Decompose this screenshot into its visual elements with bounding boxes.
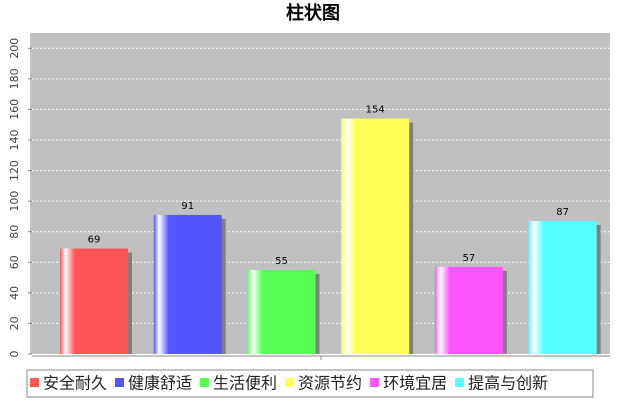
y-tick-label: 120 bbox=[8, 160, 21, 181]
legend-label: 环境宜居 bbox=[383, 374, 447, 393]
chart-title: 柱状图 bbox=[286, 2, 340, 24]
y-tick-label: 0 bbox=[8, 351, 21, 358]
value-label: 87 bbox=[556, 207, 569, 218]
value-label: 69 bbox=[88, 235, 101, 246]
value-label: 91 bbox=[181, 201, 194, 212]
y-tick-label: 180 bbox=[8, 68, 21, 89]
legend-swatch bbox=[370, 378, 380, 387]
y-tick-label: 60 bbox=[8, 255, 21, 269]
y-tick-label: 200 bbox=[8, 38, 21, 59]
legend-label: 安全耐久 bbox=[43, 374, 107, 393]
legend-swatch bbox=[200, 378, 210, 387]
legend-swatch bbox=[455, 378, 465, 387]
legend-swatch bbox=[30, 378, 39, 387]
y-tick-label: 140 bbox=[8, 130, 21, 151]
legend-label: 资源节约 bbox=[298, 374, 362, 393]
bar bbox=[60, 248, 128, 354]
legend-label: 健康舒适 bbox=[128, 374, 192, 393]
legend-label: 生活便利 bbox=[213, 374, 277, 393]
y-tick-label: 100 bbox=[8, 191, 21, 212]
legend-label: 提高与创新 bbox=[468, 374, 548, 393]
value-label: 55 bbox=[275, 256, 288, 267]
bar bbox=[153, 214, 222, 354]
y-tick-label: 40 bbox=[8, 286, 21, 300]
bar bbox=[247, 269, 316, 354]
legend-swatch bbox=[285, 378, 295, 387]
y-tick-label: 160 bbox=[8, 99, 21, 120]
bar bbox=[528, 221, 597, 354]
value-label: 154 bbox=[366, 105, 385, 116]
y-tick-label: 20 bbox=[8, 316, 21, 330]
bar bbox=[341, 118, 410, 354]
y-tick-label: 80 bbox=[8, 225, 21, 239]
value-label: 57 bbox=[463, 253, 476, 264]
bar bbox=[434, 266, 503, 354]
legend-swatch bbox=[115, 378, 125, 387]
